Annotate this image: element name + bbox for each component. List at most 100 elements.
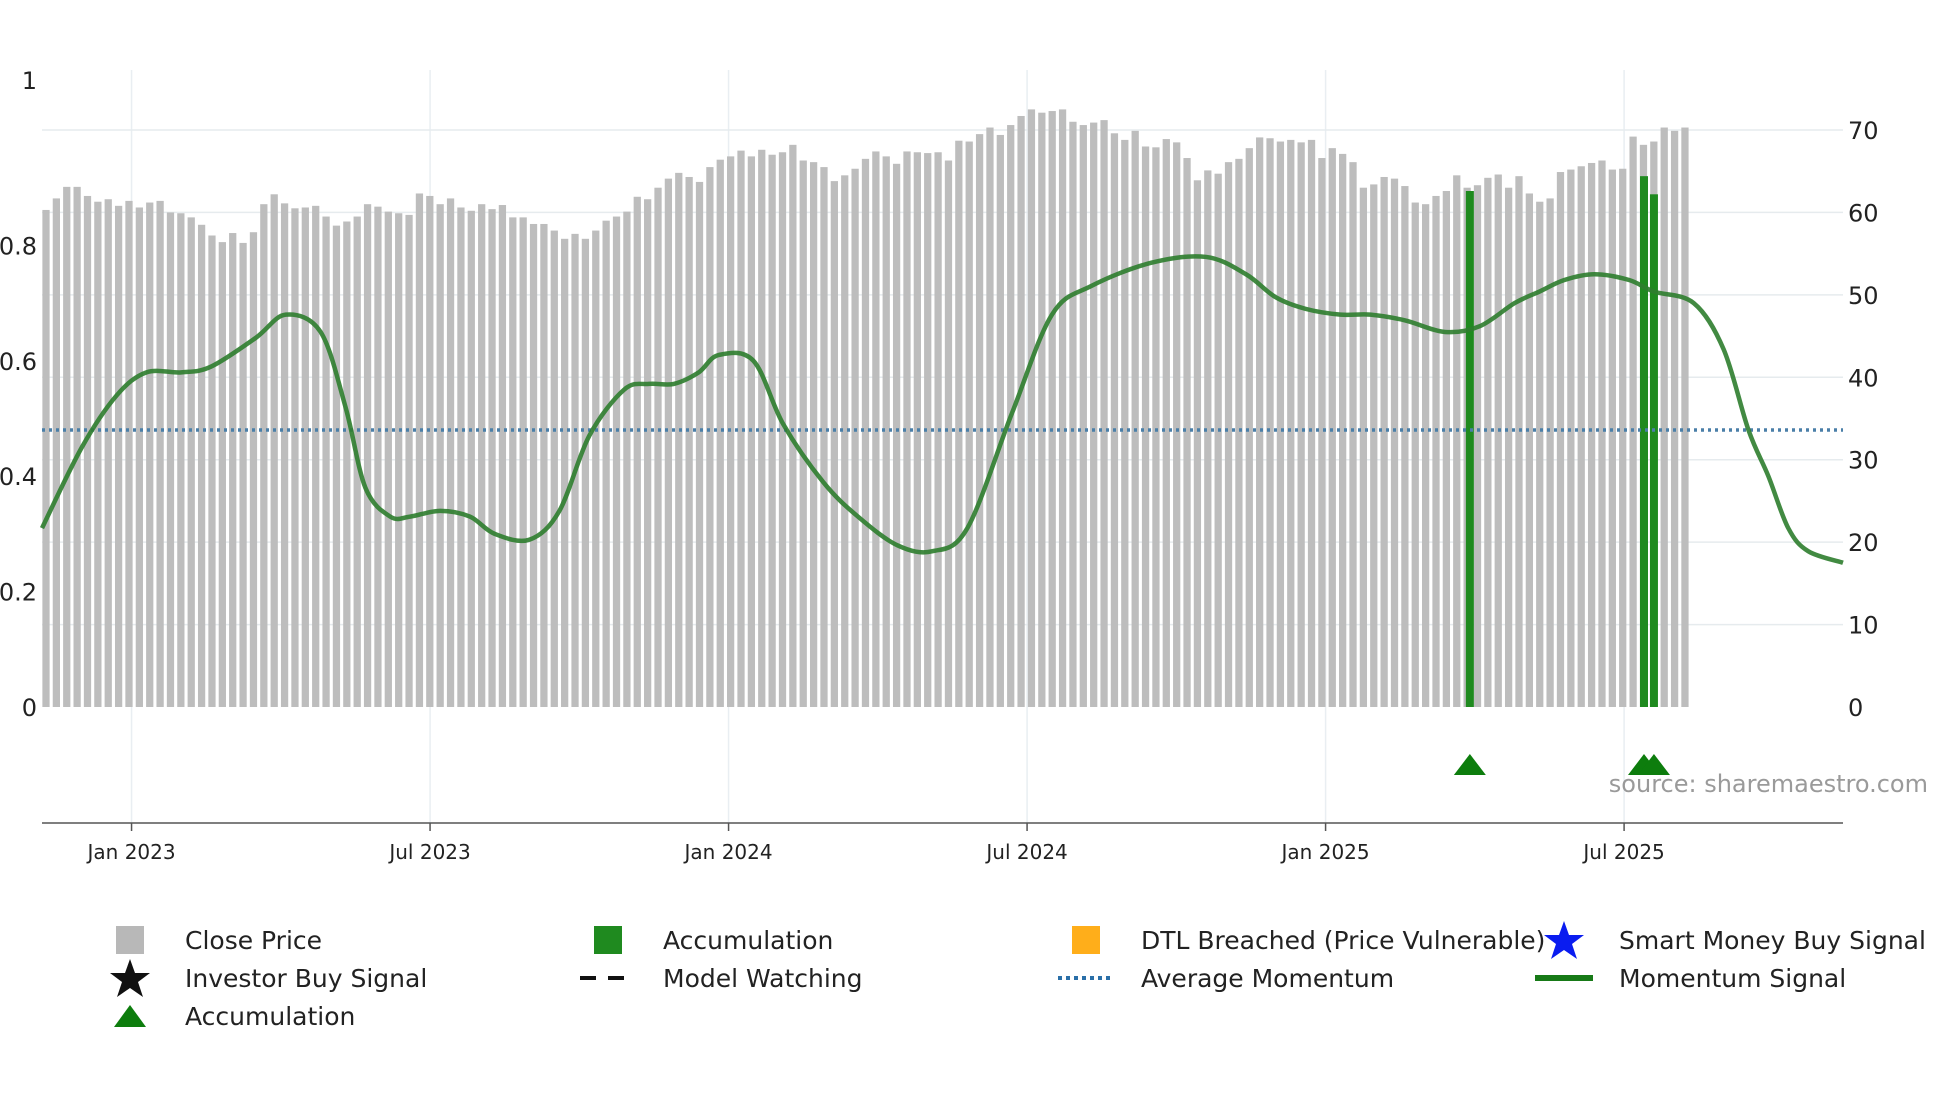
close-price-bar (581, 238, 590, 707)
close-price-bar (1380, 176, 1388, 708)
close-price-bar (924, 153, 932, 707)
close-price-bar (623, 211, 631, 707)
accumulation-triangle (1453, 754, 1486, 775)
close-price-bar (809, 162, 818, 707)
close-price-bar (592, 230, 600, 707)
close-price-bar (1121, 139, 1129, 708)
close-price-bar (426, 195, 434, 707)
close-price-bar (1670, 130, 1679, 707)
close-price-bar (1411, 202, 1419, 707)
x-axis-tick-label: Jul 2024 (984, 840, 1067, 864)
close-price-bar (675, 172, 683, 707)
close-price-bar (1069, 121, 1077, 707)
close-price-bar (986, 127, 994, 707)
close-price-bar (1287, 139, 1295, 708)
close-price-bar (695, 181, 704, 707)
close-price-bar (1152, 147, 1160, 707)
close-price-bar (156, 200, 164, 708)
right-axis-tick-label: 30 (1848, 447, 1879, 475)
close-price-bar (644, 199, 652, 708)
close-price-bar (1504, 187, 1513, 707)
close-price-bar (1473, 185, 1482, 707)
close-price-bar (249, 232, 258, 707)
close-price-bar (830, 181, 838, 707)
x-axis-tick-label: Jan 2024 (683, 840, 773, 864)
close-price-bar (1204, 170, 1212, 707)
close-price-bar (664, 178, 673, 707)
left-axis-ticks: 0 0.2 0.4 0.6 0.8 1 (0, 67, 37, 722)
close-price-bar (1328, 148, 1336, 708)
close-price-bar (125, 200, 133, 708)
close-price-bar (892, 163, 901, 707)
right-axis-tick-label: 20 (1848, 529, 1879, 557)
close-price-bar (415, 193, 424, 708)
close-price-bar (1131, 130, 1139, 707)
close-price-bar (633, 196, 641, 707)
close-price-bar (218, 242, 226, 708)
momentum-signal-line (39, 254, 1844, 565)
close-price-bar (229, 233, 237, 708)
close-price-bar (63, 186, 71, 707)
close-price-bar (343, 221, 351, 707)
close-price-bar (332, 225, 341, 708)
close-price-bar (861, 158, 870, 708)
close-price-bar (799, 160, 807, 708)
close-price-bar (114, 205, 123, 707)
x-axis-tick-label: Jul 2023 (387, 840, 470, 864)
close-price-bar (820, 167, 828, 708)
close-price-bar (1048, 111, 1056, 707)
close-price-bar (789, 144, 797, 707)
close-price-bar (778, 152, 787, 707)
right-axis-tick-label: 50 (1848, 282, 1879, 310)
close-price-bar (1660, 127, 1668, 707)
close-price-bar (478, 204, 486, 707)
close-price-bar (177, 213, 185, 707)
close-price-bar (561, 238, 569, 707)
close-price-bar (405, 214, 413, 707)
close-price-bar (270, 194, 278, 707)
close-price-bar (1349, 162, 1357, 707)
close-price-bar (1027, 109, 1036, 707)
close-price-bar (208, 235, 216, 707)
close-price-bar (146, 202, 154, 707)
close-price-bar (1183, 158, 1191, 708)
close-price-bar (467, 210, 475, 707)
close-price-bar (395, 213, 403, 707)
close-price-bar (716, 159, 724, 707)
close-price-bar (965, 141, 973, 708)
close-price-bar (654, 187, 662, 707)
close-price-bar (1162, 139, 1170, 707)
left-axis-tick-label: 1 (22, 67, 37, 95)
close-price-bar (1224, 162, 1233, 707)
close-price-bar (1079, 125, 1087, 708)
close-price-bar (1235, 158, 1243, 708)
x-axis-ticks: Jan 2023 Jul 2023 Jan 2024 Jul 2024 Jan 2025… (86, 823, 1665, 864)
close-price-bar (1100, 120, 1108, 707)
close-price-bar (955, 140, 963, 708)
left-axis-tick-label: 0.2 (0, 579, 37, 607)
close-price-bar (1422, 204, 1430, 707)
close-price-bar (1442, 190, 1451, 708)
right-axis-tick-label: 10 (1848, 612, 1879, 640)
close-price-bar (1318, 158, 1326, 708)
close-price-bar (301, 207, 309, 708)
close-price-bar (1038, 112, 1046, 707)
close-price-bar (197, 224, 206, 708)
close-price-bar (374, 206, 382, 707)
close-price-bar (446, 198, 455, 707)
close-price-bar (1256, 137, 1264, 707)
close-price-bar (457, 207, 465, 708)
close-price-bar (685, 176, 693, 708)
close-price-bar (94, 201, 102, 707)
close-price-bar (1245, 148, 1253, 708)
accumulation-bar (1649, 194, 1658, 707)
x-axis-tick-label: Jul 2025 (1581, 840, 1664, 864)
close-price-bar (882, 156, 890, 707)
close-price-bar (1567, 169, 1575, 707)
close-price-bar (1266, 138, 1274, 707)
x-axis-tick-label: Jan 2023 (86, 840, 176, 864)
left-axis-tick-label: 0.4 (0, 463, 37, 491)
accumulation-bar (1639, 176, 1648, 707)
close-price-bar (996, 134, 1004, 708)
